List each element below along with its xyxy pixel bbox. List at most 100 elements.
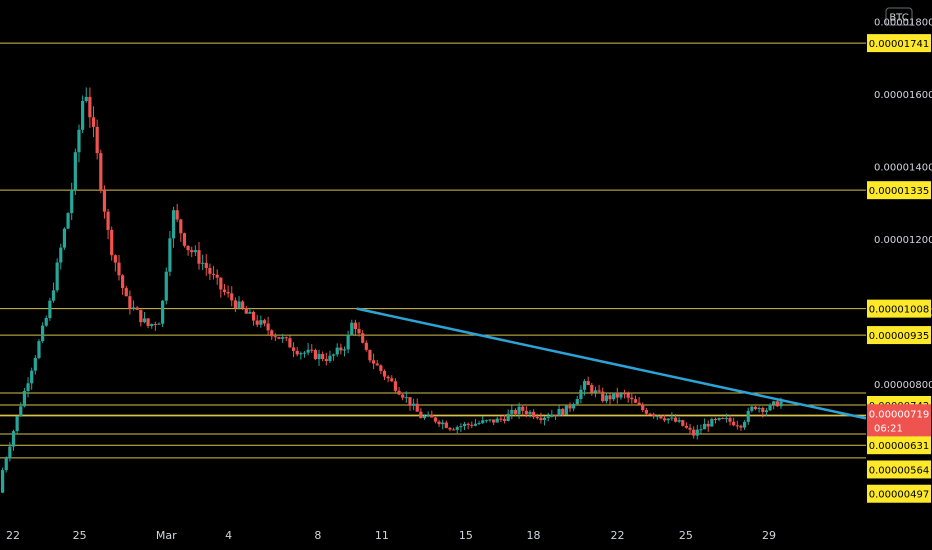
x-tick-label: Mar — [156, 529, 177, 542]
candle-down — [761, 407, 765, 413]
candle-up — [0, 470, 5, 493]
candle-up — [699, 429, 703, 431]
candle-up — [593, 390, 598, 393]
candle-down — [91, 117, 96, 127]
candle-down — [408, 397, 412, 406]
candle-down — [735, 425, 739, 427]
candle-down — [106, 211, 110, 230]
candle-up — [48, 300, 52, 318]
candle-down — [121, 275, 125, 289]
candle-up — [459, 426, 463, 428]
candle-down — [452, 429, 456, 431]
candle-down — [230, 293, 234, 301]
candle-down — [608, 395, 612, 400]
candle-down — [197, 250, 201, 264]
candle-down — [775, 401, 779, 407]
candle-up — [302, 352, 307, 354]
candle-up — [550, 414, 554, 417]
candle-down — [535, 416, 539, 419]
candle-up — [142, 318, 147, 323]
candle-down — [219, 277, 223, 290]
candle-down — [175, 210, 179, 220]
candle-up — [557, 408, 561, 416]
candle-up — [350, 322, 354, 335]
candle-down — [226, 292, 230, 294]
level-tag — [867, 181, 931, 200]
trendline[interactable] — [356, 307, 867, 420]
candle-up — [764, 410, 769, 413]
candle-down — [241, 301, 245, 309]
candle-up — [346, 334, 350, 350]
candle-down — [244, 308, 248, 314]
x-tick-label: 22 — [6, 529, 20, 542]
candle-up — [412, 403, 416, 406]
candle-down — [637, 402, 641, 406]
candle-up — [157, 323, 161, 325]
candle-up — [4, 458, 8, 471]
candle-down — [502, 419, 507, 421]
candle-up — [746, 410, 750, 422]
candle-down — [684, 425, 688, 428]
candle-down — [568, 405, 572, 409]
candle-up — [579, 389, 583, 400]
current-price-label: 0.00000719 — [869, 409, 929, 420]
candle-down — [419, 411, 423, 419]
candle-up — [51, 290, 56, 301]
candle-up — [22, 390, 27, 407]
candle-down — [466, 423, 470, 425]
candle-down — [430, 414, 434, 418]
candle-down — [190, 250, 194, 253]
candle-up — [150, 324, 154, 326]
currency-badge-label: BTC — [889, 13, 908, 24]
candle-up — [11, 431, 16, 447]
candle-down — [586, 381, 590, 386]
candle-up — [33, 357, 37, 371]
level-tag-label: 0.00000564 — [869, 465, 929, 476]
candle-down — [313, 350, 317, 360]
candle-down — [364, 342, 368, 350]
candle-up — [19, 406, 23, 417]
x-tick-label: 18 — [526, 529, 540, 542]
candle-down — [153, 324, 157, 326]
currency-badge[interactable] — [885, 7, 913, 26]
candle-up — [331, 354, 336, 356]
candle-down — [615, 392, 619, 398]
candle-down — [291, 347, 296, 351]
candle-up — [724, 418, 729, 420]
candle-up — [59, 247, 63, 263]
candle-down — [393, 381, 398, 391]
candle-down — [371, 360, 376, 364]
candle-up — [248, 311, 252, 314]
time-axis[interactable]: 22 25 Mar 4 8 11 15 18 22 25 29 — [0, 518, 866, 550]
candle-down — [673, 417, 678, 422]
candle-down — [222, 289, 227, 293]
candle-down — [99, 153, 103, 190]
level-tag — [867, 484, 931, 503]
candle-down — [353, 322, 358, 330]
candle-down — [641, 405, 645, 410]
candle-up — [488, 419, 492, 421]
candle-down — [415, 403, 419, 412]
candle-down — [339, 347, 343, 351]
candle-up — [546, 416, 550, 418]
candle-up — [41, 325, 45, 342]
candle-down — [386, 376, 390, 379]
candle-down — [124, 288, 128, 297]
horizontal-levels — [0, 42, 866, 459]
candle-down — [652, 414, 656, 416]
candle-down — [521, 406, 525, 411]
price-axis[interactable]: BTC0.000018000.000016000.000014000.00001… — [866, 0, 932, 550]
candle-up — [171, 210, 176, 239]
y-tick-label: 0.00001800 — [874, 18, 932, 29]
candle-down — [601, 391, 605, 402]
candle-up — [441, 422, 445, 425]
x-tick-label: 8 — [314, 529, 321, 542]
candle-down — [295, 350, 299, 355]
x-tick-label: 22 — [610, 529, 624, 542]
candle-down — [688, 427, 692, 430]
candle-down — [102, 189, 107, 212]
candle-down — [633, 399, 638, 403]
candle-down — [553, 414, 558, 416]
candle-up — [161, 300, 165, 324]
